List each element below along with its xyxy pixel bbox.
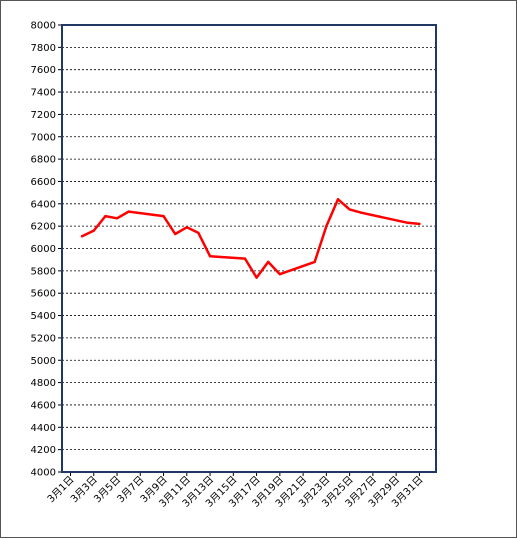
y-tick-label: 7400	[31, 88, 56, 99]
data-point	[255, 276, 258, 279]
y-tick-label: 8000	[31, 21, 56, 32]
y-tick-label: 5200	[31, 333, 56, 344]
data-point	[92, 229, 96, 232]
data-point	[104, 214, 107, 218]
data-point	[243, 257, 247, 260]
grid-lines	[62, 46, 436, 451]
y-axis-ticks: 4000 4200 4400 4600 4800 5000 5200 5400 5600 5800…	[31, 21, 62, 479]
data-point	[115, 217, 119, 220]
y-tick-label: 4400	[31, 423, 56, 434]
y-tick-label: 6000	[31, 244, 56, 255]
y-tick-label: 7000	[31, 132, 56, 143]
y-tick-label: 6800	[31, 155, 56, 166]
y-tick-label: 4000	[31, 468, 56, 479]
y-tick-label: 5800	[31, 266, 56, 277]
data-point	[127, 210, 130, 213]
plot-area-border	[61, 24, 437, 473]
data-point	[174, 232, 177, 236]
data-point	[80, 235, 84, 238]
data-point	[418, 222, 421, 226]
series-line	[80, 198, 421, 279]
data-point	[313, 260, 316, 264]
data-point	[197, 231, 200, 235]
data-point	[348, 208, 351, 211]
data-point	[185, 226, 188, 229]
y-tick-label: 7600	[31, 65, 56, 76]
data-point	[267, 260, 270, 264]
y-tick-label: 5400	[31, 311, 56, 322]
data-point	[208, 255, 212, 258]
y-tick-label: 7200	[31, 110, 56, 121]
data-point	[162, 214, 165, 218]
y-tick-label: 4600	[31, 400, 56, 411]
y-tick-label: 5600	[31, 289, 56, 300]
y-tick-label: 6600	[31, 177, 56, 188]
x-axis-ticks: 3月1日3月3日3月5日3月7日3月9日3月11日3月13日3月15日3月17日…	[45, 472, 426, 510]
y-tick-label: 6400	[31, 199, 56, 210]
data-point	[360, 211, 363, 214]
series-layer	[80, 198, 421, 279]
data-point	[278, 273, 281, 276]
y-tick-label: 5000	[31, 356, 56, 367]
y-tick-label: 7800	[31, 43, 56, 54]
y-tick-label: 6200	[31, 222, 56, 233]
data-point	[325, 224, 328, 228]
data-point	[336, 198, 340, 201]
y-tick-label: 4800	[31, 378, 56, 389]
data-point	[406, 221, 409, 224]
y-tick-label: 4200	[31, 445, 56, 456]
